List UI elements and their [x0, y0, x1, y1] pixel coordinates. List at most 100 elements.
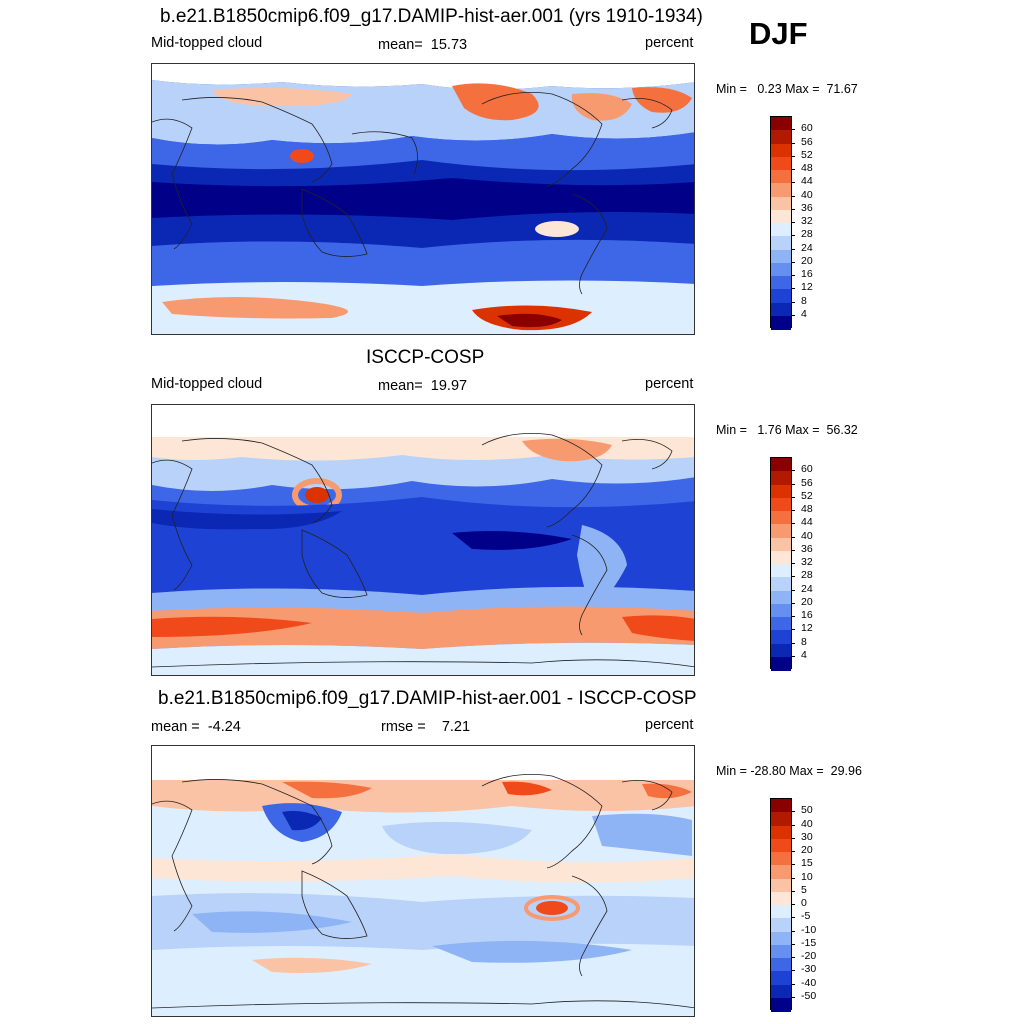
colorbar-cell	[771, 315, 791, 330]
colorbar-tick-label: 56	[801, 476, 813, 489]
colorbar-cell	[771, 799, 791, 813]
colorbar-tick-label: 20	[801, 254, 813, 267]
colorbar-tick-label: 12	[801, 622, 813, 635]
colorbar-tick-label: 8	[801, 635, 807, 648]
panel-3-minmax-label: Min = -28.80 Max = 29.96	[716, 764, 862, 778]
colorbar-tick	[791, 182, 795, 184]
panel-2-units-label: percent	[645, 376, 694, 392]
panel-1-variable-label: Mid-topped cloud	[151, 35, 263, 51]
colorbar-tick	[791, 589, 795, 591]
colorbar-cell	[771, 590, 791, 605]
colorbar-tick	[791, 824, 795, 826]
colorbar-tick	[791, 142, 795, 144]
colorbar-cell	[771, 656, 791, 671]
colorbar-tick	[791, 983, 795, 985]
colorbar-tick-label: -10	[801, 923, 817, 936]
colorbar-tick	[791, 483, 795, 485]
antarctic-light	[152, 642, 694, 675]
colorbar-tick	[791, 602, 795, 604]
panel-3-colorbar	[770, 798, 795, 1012]
colorbar-tick	[791, 261, 795, 263]
siberia-pink	[212, 87, 352, 107]
colorbar-tick	[791, 904, 795, 905]
pacific-blue	[382, 821, 532, 855]
colorbar-cell	[771, 838, 791, 853]
colorbar-tick-label: 24	[801, 582, 813, 595]
colorbar-tick-label: 40	[801, 817, 813, 830]
colorbar-tick	[791, 470, 795, 472]
colorbar-cell	[771, 630, 791, 644]
colorbar-cell	[771, 209, 791, 224]
colorbar-tick	[791, 208, 795, 210]
colorbar-tick	[791, 930, 795, 932]
panel-2-minmax-label: Min = 1.76 Max = 56.32	[716, 423, 858, 437]
colorbar-tick-label: 20	[801, 844, 813, 856]
colorbar-cell	[771, 524, 791, 538]
panel-2-mean-label: mean= 19.97	[378, 378, 468, 394]
pacific-deep	[452, 531, 572, 550]
panel-3-mean-label: mean = -4.24	[151, 719, 241, 735]
colorbar-cell	[771, 130, 791, 144]
colorbar-tick-label: 10	[801, 870, 813, 883]
colorbar-tick	[791, 811, 795, 813]
colorbar-tick	[791, 275, 795, 276]
colorbar-tick-label: -15	[801, 936, 817, 949]
north-america-red	[571, 93, 632, 121]
colorbar-tick-label: 30	[801, 830, 813, 843]
colorbar-tick-label: -50	[801, 989, 817, 1002]
colorbar-tick-label: 40	[801, 188, 813, 201]
south-pacific-pink	[535, 221, 579, 237]
colorbar-tick-label: 36	[801, 201, 813, 214]
colorbar-cell	[771, 497, 791, 512]
colorbar-tick	[791, 576, 795, 578]
coastlines	[152, 92, 673, 295]
colorbar-tick	[791, 536, 795, 538]
colorbar-cell	[771, 812, 791, 826]
colorbar-tick-label: -40	[801, 976, 817, 989]
colorbar-cell	[771, 643, 791, 658]
colorbar-tick	[791, 563, 795, 564]
arctic-no-data	[152, 64, 694, 90]
colorbar-cell	[771, 918, 791, 932]
colorbar-cell	[771, 958, 791, 972]
colorbar-cell	[771, 852, 791, 866]
panel-3-map	[151, 745, 695, 1017]
asia-blue-dark	[282, 810, 322, 831]
north-red-2	[502, 781, 552, 796]
colorbar-tick	[791, 510, 795, 511]
tibet-red	[290, 149, 314, 163]
panel-1-units-label: percent	[645, 35, 694, 51]
colorbar-tick-label: 16	[801, 609, 813, 621]
colorbar-tick-label: 36	[801, 542, 813, 555]
coastlines	[152, 774, 694, 1009]
colorbar-tick	[791, 169, 795, 170]
colorbar-tick-label: 44	[801, 516, 813, 529]
southern-ocean-red-1	[162, 297, 348, 319]
colorbar-cell	[771, 183, 791, 197]
southern-pink-band	[152, 606, 694, 649]
colorbar-tick-label: 60	[801, 463, 813, 476]
southern-blue-3	[432, 940, 632, 963]
colorbar-tick	[791, 890, 795, 892]
north-red-3	[642, 783, 692, 799]
colorbar-cell	[771, 564, 791, 578]
colorbar-tick	[791, 523, 795, 525]
colorbar-cell	[771, 223, 791, 237]
colorbar-cell	[771, 458, 791, 472]
colorbar-cell	[771, 577, 791, 591]
north-pacific-red	[452, 83, 539, 121]
colorbar-tick-label: 32	[801, 215, 813, 227]
colorbar-cell	[771, 825, 791, 840]
colorbar-tick-label: 4	[801, 307, 807, 320]
colorbar-tick	[791, 957, 795, 958]
colorbar-tick-label: 32	[801, 556, 813, 568]
arctic-no-data	[152, 405, 694, 437]
panel-1-map-svg	[152, 64, 694, 334]
colorbar-cell	[771, 302, 791, 317]
southern-blue-2	[192, 911, 352, 933]
panel-1-title: b.e21.B1850cmip6.f09_g17.DAMIP-hist-aer.…	[160, 6, 703, 27]
colorbar-tick-label: 20	[801, 595, 813, 608]
panel-2-title: ISCCP-COSP	[366, 347, 485, 368]
colorbar-tick	[791, 301, 795, 303]
colorbar-cell	[771, 603, 791, 618]
